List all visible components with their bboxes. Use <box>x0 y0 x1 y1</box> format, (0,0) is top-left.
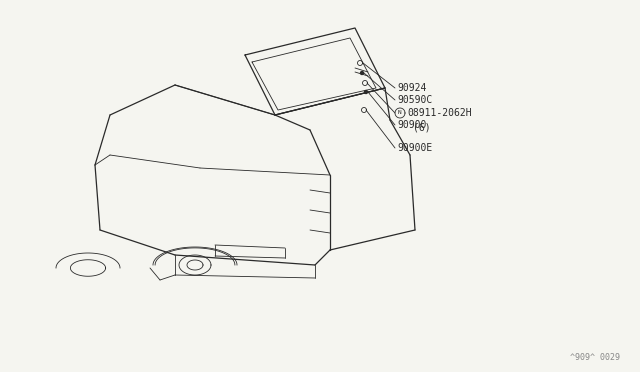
Text: 90900E: 90900E <box>397 143 432 153</box>
Text: 90590C: 90590C <box>397 95 432 105</box>
Text: (6): (6) <box>413 123 431 133</box>
Polygon shape <box>365 90 367 93</box>
Text: 90924: 90924 <box>397 83 426 93</box>
Text: ^909^ 0029: ^909^ 0029 <box>570 353 620 362</box>
Polygon shape <box>360 71 364 74</box>
Text: 90900: 90900 <box>397 120 426 130</box>
Text: 08911-2062H: 08911-2062H <box>407 108 472 118</box>
Text: N: N <box>398 110 402 115</box>
